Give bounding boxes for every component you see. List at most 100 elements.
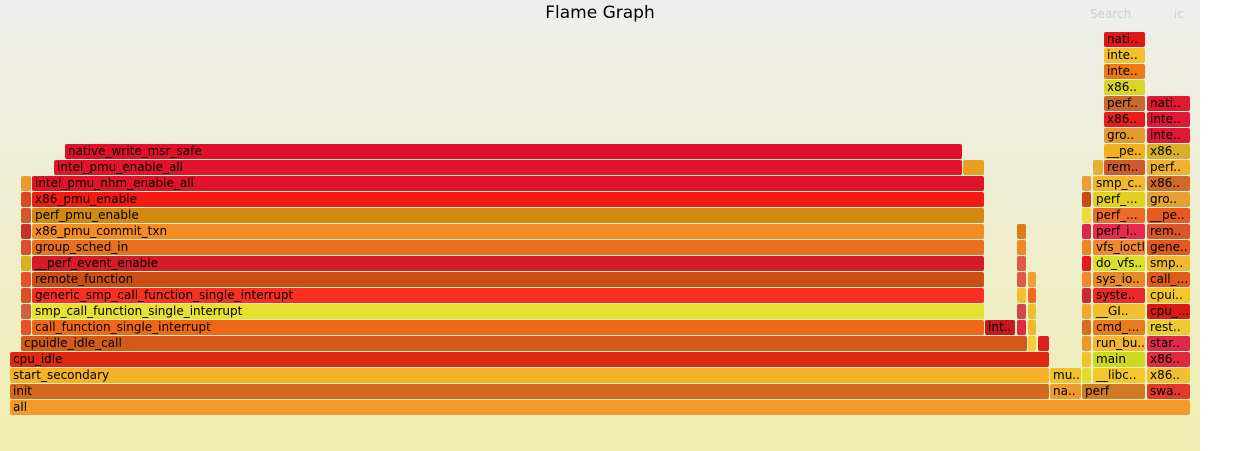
flame-frame[interactable]: [1082, 272, 1091, 287]
ignore-case-toggle[interactable]: ic: [1174, 7, 1184, 21]
flame-frame[interactable]: cmd_...: [1093, 320, 1145, 335]
flame-frame[interactable]: [1082, 192, 1091, 207]
flame-frame[interactable]: [1017, 304, 1026, 319]
flame-frame[interactable]: [21, 288, 31, 303]
flame-frame[interactable]: [1082, 304, 1091, 319]
search-button[interactable]: Search: [1090, 7, 1132, 21]
flame-frame[interactable]: smp..: [1147, 256, 1190, 271]
flame-frame[interactable]: [21, 176, 31, 191]
flame-frame[interactable]: swa..: [1147, 384, 1190, 399]
flame-frame[interactable]: [21, 208, 31, 223]
flame-frame[interactable]: smp_c..: [1093, 176, 1145, 191]
flame-frame[interactable]: [1028, 288, 1036, 303]
flame-frame[interactable]: perf_...: [1093, 192, 1145, 207]
flame-frame[interactable]: [21, 272, 31, 287]
flame-frame[interactable]: mu..: [1050, 368, 1081, 383]
flame-frame[interactable]: native_write_msr_safe: [65, 144, 962, 159]
flame-frame[interactable]: [1017, 272, 1026, 287]
flame-frame[interactable]: [1082, 352, 1091, 367]
flame-frame[interactable]: call_function_single_interrupt: [32, 320, 984, 335]
flame-frame[interactable]: [1028, 336, 1036, 351]
flame-frame[interactable]: x86..: [1104, 112, 1145, 127]
flame-frame[interactable]: x86_pmu_commit_txn: [32, 224, 984, 239]
flame-frame[interactable]: inte..: [1104, 64, 1145, 79]
flame-frame[interactable]: [1082, 320, 1091, 335]
flame-frame[interactable]: [1017, 240, 1026, 255]
flame-frame[interactable]: rest..: [1147, 320, 1190, 335]
flame-frame[interactable]: [1017, 256, 1026, 271]
flame-frame[interactable]: int..: [985, 320, 1015, 335]
flame-frame[interactable]: remote_function: [32, 272, 984, 287]
flame-frame[interactable]: inte..: [1147, 128, 1190, 143]
flame-frame[interactable]: perf: [1082, 384, 1145, 399]
flame-frame[interactable]: start_secondary: [10, 368, 1049, 383]
flame-frame[interactable]: perf_...: [1093, 208, 1145, 223]
flame-frame[interactable]: all: [10, 400, 1190, 415]
flame-frame[interactable]: [1017, 320, 1026, 335]
flame-frame[interactable]: group_sched_in: [32, 240, 984, 255]
flame-frame[interactable]: do_vfs..: [1093, 256, 1145, 271]
flame-frame[interactable]: x86..: [1104, 80, 1145, 95]
flame-frame[interactable]: __libc..: [1093, 368, 1145, 383]
flame-frame[interactable]: [1082, 256, 1091, 271]
flame-frame[interactable]: perf_i..: [1093, 224, 1145, 239]
flame-frame[interactable]: [1028, 304, 1036, 319]
flame-frame[interactable]: inte..: [1104, 48, 1145, 63]
flame-frame[interactable]: [963, 160, 984, 175]
flame-frame[interactable]: inte..: [1147, 112, 1190, 127]
flame-frame[interactable]: init: [10, 384, 1049, 399]
flame-frame[interactable]: [1093, 160, 1103, 175]
flame-frame[interactable]: rem..: [1104, 160, 1145, 175]
flame-frame[interactable]: sys_io..: [1093, 272, 1145, 287]
flame-frame[interactable]: gro..: [1147, 192, 1190, 207]
flame-frame[interactable]: x86..: [1147, 368, 1190, 383]
flame-frame[interactable]: [1038, 336, 1049, 351]
flame-frame[interactable]: [1082, 208, 1091, 223]
flame-frame[interactable]: __pe..: [1147, 208, 1190, 223]
flame-frame[interactable]: [1082, 240, 1091, 255]
flame-frame[interactable]: intel_pmu_nhm_enable_all: [32, 176, 984, 191]
flame-frame[interactable]: smp_call_function_single_interrupt: [32, 304, 984, 319]
flame-frame[interactable]: generic_smp_call_function_single_interru…: [32, 288, 984, 303]
flame-frame[interactable]: perf..: [1104, 96, 1145, 111]
flame-frame[interactable]: [21, 256, 31, 271]
flame-frame[interactable]: [1082, 336, 1091, 351]
flame-frame[interactable]: [21, 304, 31, 319]
flame-frame[interactable]: intel_pmu_enable_all: [54, 160, 962, 175]
flame-frame[interactable]: cpui..: [1147, 288, 1190, 303]
flame-frame[interactable]: [21, 224, 31, 239]
flame-frame[interactable]: na..: [1050, 384, 1081, 399]
flame-frame[interactable]: rem..: [1147, 224, 1190, 239]
flame-frame[interactable]: [1082, 288, 1091, 303]
flame-frame[interactable]: call_...: [1147, 272, 1190, 287]
flame-frame[interactable]: [1028, 320, 1036, 335]
flame-frame[interactable]: x86..: [1147, 144, 1190, 159]
flame-frame[interactable]: [1082, 176, 1091, 191]
flame-frame[interactable]: [21, 192, 31, 207]
flame-frame[interactable]: gro..: [1104, 128, 1145, 143]
flame-frame[interactable]: [21, 240, 31, 255]
flame-frame[interactable]: [1017, 288, 1026, 303]
flame-frame[interactable]: __GI..: [1093, 304, 1145, 319]
flame-frame[interactable]: [1082, 224, 1091, 239]
flame-frame[interactable]: cpu_idle: [10, 352, 1049, 367]
flame-frame[interactable]: perf..: [1147, 160, 1190, 175]
flame-frame[interactable]: x86_pmu_enable: [32, 192, 984, 207]
flame-frame[interactable]: star..: [1147, 336, 1190, 351]
flame-frame[interactable]: syste..: [1093, 288, 1145, 303]
flame-frame[interactable]: run_bu..: [1093, 336, 1145, 351]
flame-frame[interactable]: gene..: [1147, 240, 1190, 255]
flame-frame[interactable]: cpuidle_idle_call: [21, 336, 1027, 351]
flame-frame[interactable]: nati..: [1147, 96, 1190, 111]
flame-frame[interactable]: __perf_event_enable: [32, 256, 984, 271]
flame-frame[interactable]: nati..: [1104, 32, 1145, 47]
flame-frame[interactable]: [1028, 272, 1036, 287]
flame-frame[interactable]: [1082, 368, 1091, 383]
flame-frame[interactable]: __pe..: [1104, 144, 1145, 159]
flame-frame[interactable]: x86..: [1147, 352, 1190, 367]
flame-frame[interactable]: [1017, 224, 1026, 239]
flame-frame[interactable]: main: [1093, 352, 1145, 367]
flame-frame[interactable]: vfs_ioctl: [1093, 240, 1145, 255]
flame-frame[interactable]: perf_pmu_enable: [32, 208, 984, 223]
flame-frame[interactable]: [21, 320, 31, 335]
